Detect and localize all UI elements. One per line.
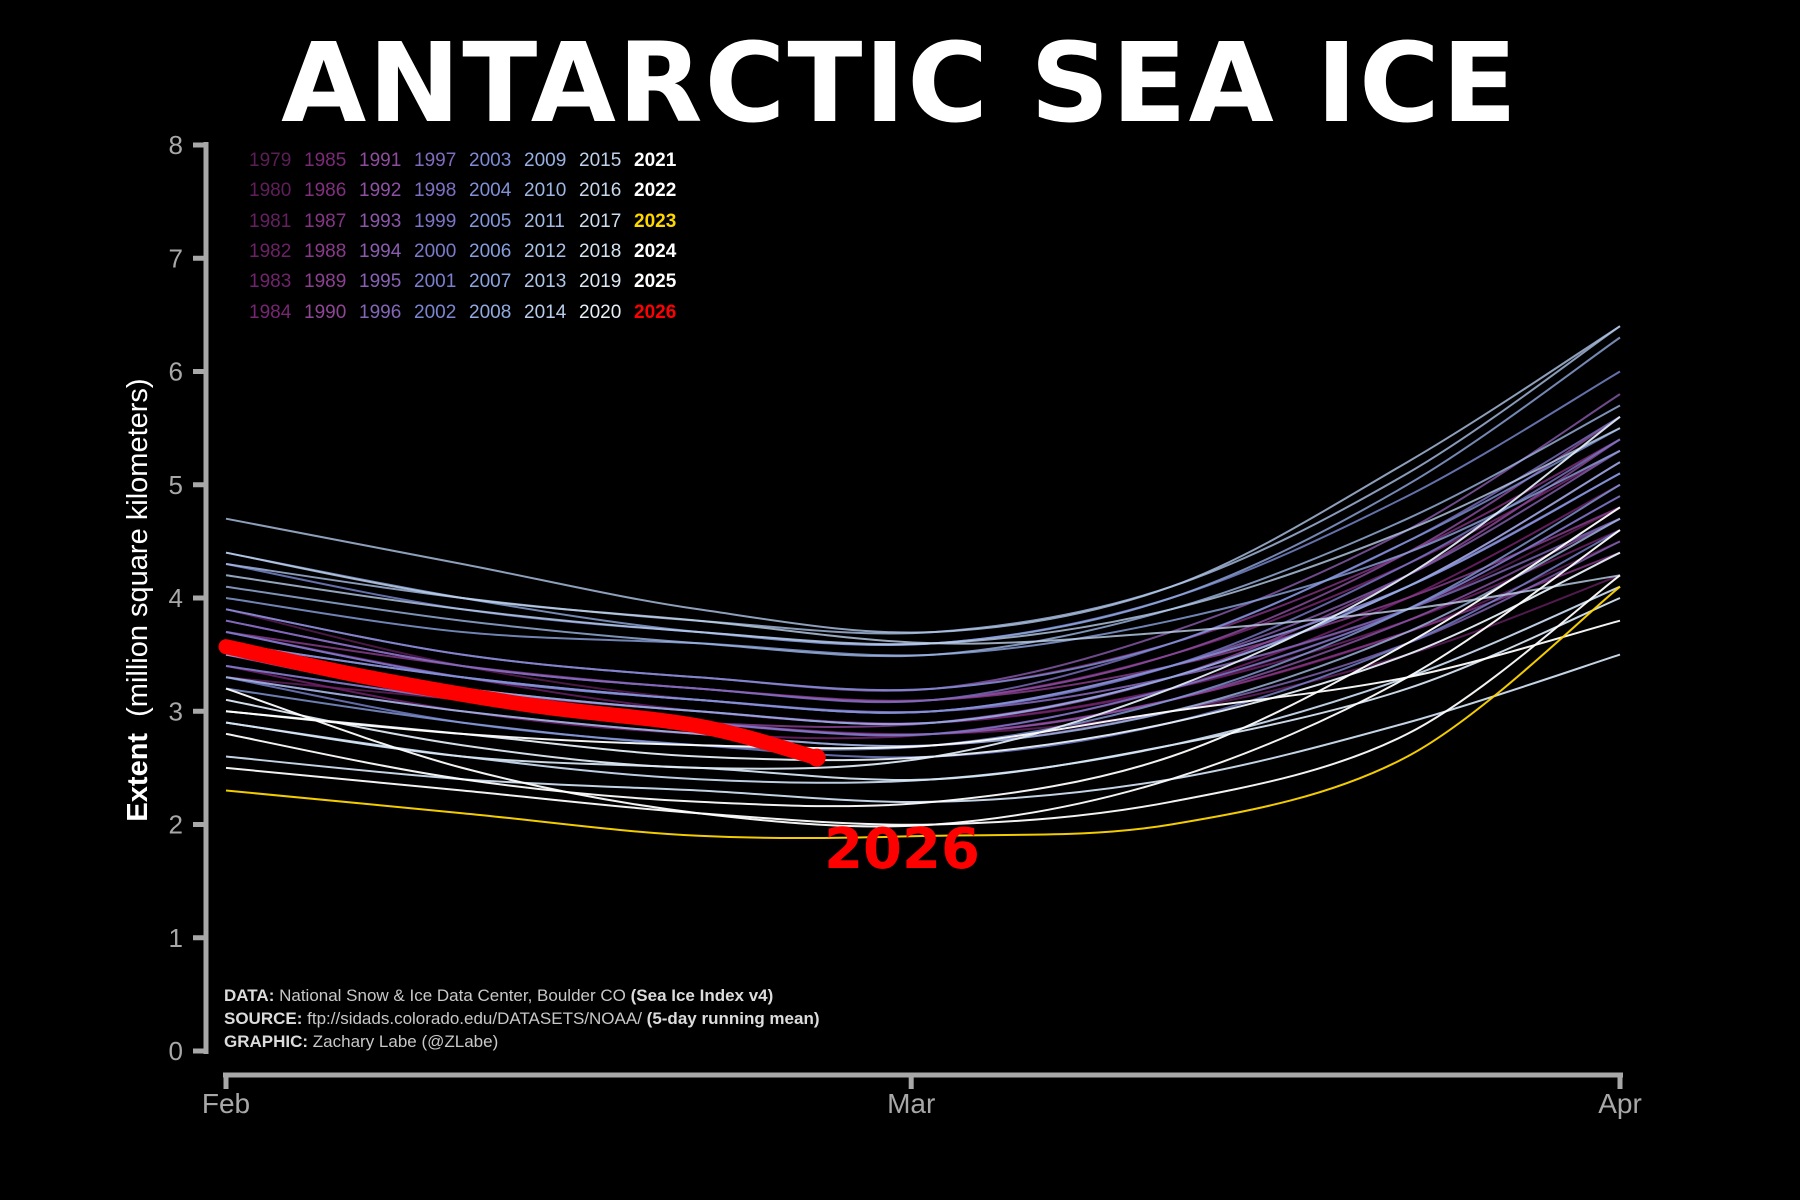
y-tick-label: 1 <box>169 923 183 953</box>
y-tick-label: 6 <box>169 357 183 387</box>
chart-title: ANTARCTIC SEA ICE <box>281 19 1519 147</box>
y-tick-label: 2 <box>169 810 183 840</box>
legend-entry-2003: 2003 <box>469 150 512 171</box>
series-line-2004 <box>225 427 1621 692</box>
x-tick-label: Feb <box>202 1088 250 1119</box>
footnote-text: ftp://sidads.colorado.edu/DATASETS/NOAA/ <box>302 1009 647 1028</box>
legend-entry-2026: 2026 <box>634 301 677 323</box>
series-line-2008 <box>225 336 1621 647</box>
legend-entry-1994: 1994 <box>359 240 402 262</box>
legend-entry-2025: 2025 <box>634 271 677 293</box>
series-line-2012 <box>225 325 1621 635</box>
footnote-label: DATA: <box>224 986 275 1005</box>
series-line-2024 <box>225 529 1621 828</box>
legend-entry-2015: 2015 <box>579 150 622 171</box>
legend-entry-2004: 2004 <box>469 180 512 202</box>
series-endpoint-2026 <box>807 748 826 767</box>
footnote-label: SOURCE: <box>224 1009 303 1028</box>
legend-entry-1992: 1992 <box>359 180 402 202</box>
y-axis-label: Extent (million square kilometers) <box>122 378 154 821</box>
legend-entry-2007: 2007 <box>469 271 512 293</box>
legend-entry-1985: 1985 <box>304 150 347 171</box>
legend-entry-2012: 2012 <box>524 240 567 262</box>
legend-entry-2022: 2022 <box>634 180 677 202</box>
series-line-2026 <box>218 639 825 766</box>
series-line-2015 <box>225 551 1621 645</box>
legend-entry-2006: 2006 <box>469 240 512 262</box>
y-tick-label: 5 <box>169 470 183 500</box>
legend-entry-1979: 1979 <box>249 150 292 171</box>
footnote-data: DATA: National Snow & Ice Data Center, B… <box>224 986 773 1006</box>
series-line-2003 <box>225 370 1621 646</box>
footnote-text: Zachary Labe (@ZLabe) <box>308 1032 499 1051</box>
legend-entry-1983: 1983 <box>249 271 292 293</box>
y-tick-label: 7 <box>169 243 183 273</box>
legend-entry-1995: 1995 <box>359 271 402 293</box>
series-line-2025 <box>225 506 1621 808</box>
legend-entry-2020: 2020 <box>579 301 622 323</box>
y-axis-label-bold: Extent <box>122 733 154 822</box>
legend-entry-2009: 2009 <box>524 150 567 171</box>
legend-entry-2018: 2018 <box>579 240 622 262</box>
legend-entry-1990: 1990 <box>304 301 347 323</box>
legend-entry-1982: 1982 <box>249 240 292 262</box>
series-line-2018 <box>225 597 1621 781</box>
series-line-2023 <box>225 585 1621 839</box>
y-axis-label-rest: (million square kilometers) <box>122 378 154 716</box>
footnote-label: GRAPHIC: <box>224 1032 309 1051</box>
legend-entry-2005: 2005 <box>469 210 512 232</box>
legend-entry-1988: 1988 <box>304 240 347 262</box>
series-line-2013 <box>225 325 1621 634</box>
legend-entry-1984: 1984 <box>249 301 292 323</box>
series-line-2020 <box>225 551 1621 762</box>
legend-entry-1986: 1986 <box>304 180 347 202</box>
legend-entry-2016: 2016 <box>579 180 622 202</box>
series-lines <box>225 325 1621 839</box>
footnote-text: National Snow & Ice Data Center, Boulder… <box>274 986 631 1005</box>
series-line-2010 <box>225 404 1621 658</box>
highlight-series <box>218 639 826 767</box>
y-tick-label: 3 <box>169 696 183 726</box>
series-line-1985 <box>225 449 1621 703</box>
legend-entry-2000: 2000 <box>414 240 457 262</box>
footnote-graphic: GRAPHIC: Zachary Labe (@ZLabe) <box>224 1032 498 1052</box>
legend-entry-2010: 2010 <box>524 180 567 202</box>
legend-entry-2021: 2021 <box>634 150 677 171</box>
legend-entry-1989: 1989 <box>304 271 347 293</box>
legend-entry-2001: 2001 <box>414 271 457 293</box>
legend-entry-2024: 2024 <box>634 240 677 262</box>
y-tick-label: 8 <box>169 130 183 160</box>
legend-entry-2008: 2008 <box>469 301 512 323</box>
series-line-2007 <box>225 449 1621 657</box>
y-tick-label: 0 <box>169 1036 183 1066</box>
legend-entry-1991: 1991 <box>359 150 402 171</box>
legend-entry-1980: 1980 <box>249 180 292 202</box>
legend-entry-2023: 2023 <box>634 210 677 232</box>
legend-entry-1996: 1996 <box>359 301 402 323</box>
legend-entry-1999: 1999 <box>414 210 457 232</box>
x-tick-label: Mar <box>887 1088 935 1119</box>
highlight-annotation: 2026 <box>824 817 980 882</box>
axes: 0 1 2 3 4 5 6 7 8 Feb Mar Apr <box>169 130 1642 1119</box>
footnote-bold: (Sea Ice Index v4) <box>630 986 774 1005</box>
legend-entry-2017: 2017 <box>579 210 622 232</box>
legend-entry-1987: 1987 <box>304 210 347 232</box>
legend-entry-2019: 2019 <box>579 271 622 293</box>
x-tick-label: Apr <box>1598 1088 1642 1119</box>
legend-entry-2013: 2013 <box>524 271 567 293</box>
legend-entry-1993: 1993 <box>359 210 402 232</box>
footnote-source: SOURCE: ftp://sidads.colorado.edu/DATASE… <box>224 1009 820 1029</box>
legend-entry-2011: 2011 <box>524 210 565 232</box>
legend-entry-1998: 1998 <box>414 180 457 202</box>
series-line-1994 <box>225 393 1621 692</box>
legend-entry-1997: 1997 <box>414 150 457 171</box>
legend-entry-2002: 2002 <box>414 301 457 323</box>
legend-entry-2014: 2014 <box>524 301 567 323</box>
y-tick-label: 4 <box>169 583 183 613</box>
legend-entry-1981: 1981 <box>249 210 292 232</box>
footnote-bold: (5-day running mean) <box>646 1009 820 1028</box>
series-line-1980 <box>225 540 1621 736</box>
